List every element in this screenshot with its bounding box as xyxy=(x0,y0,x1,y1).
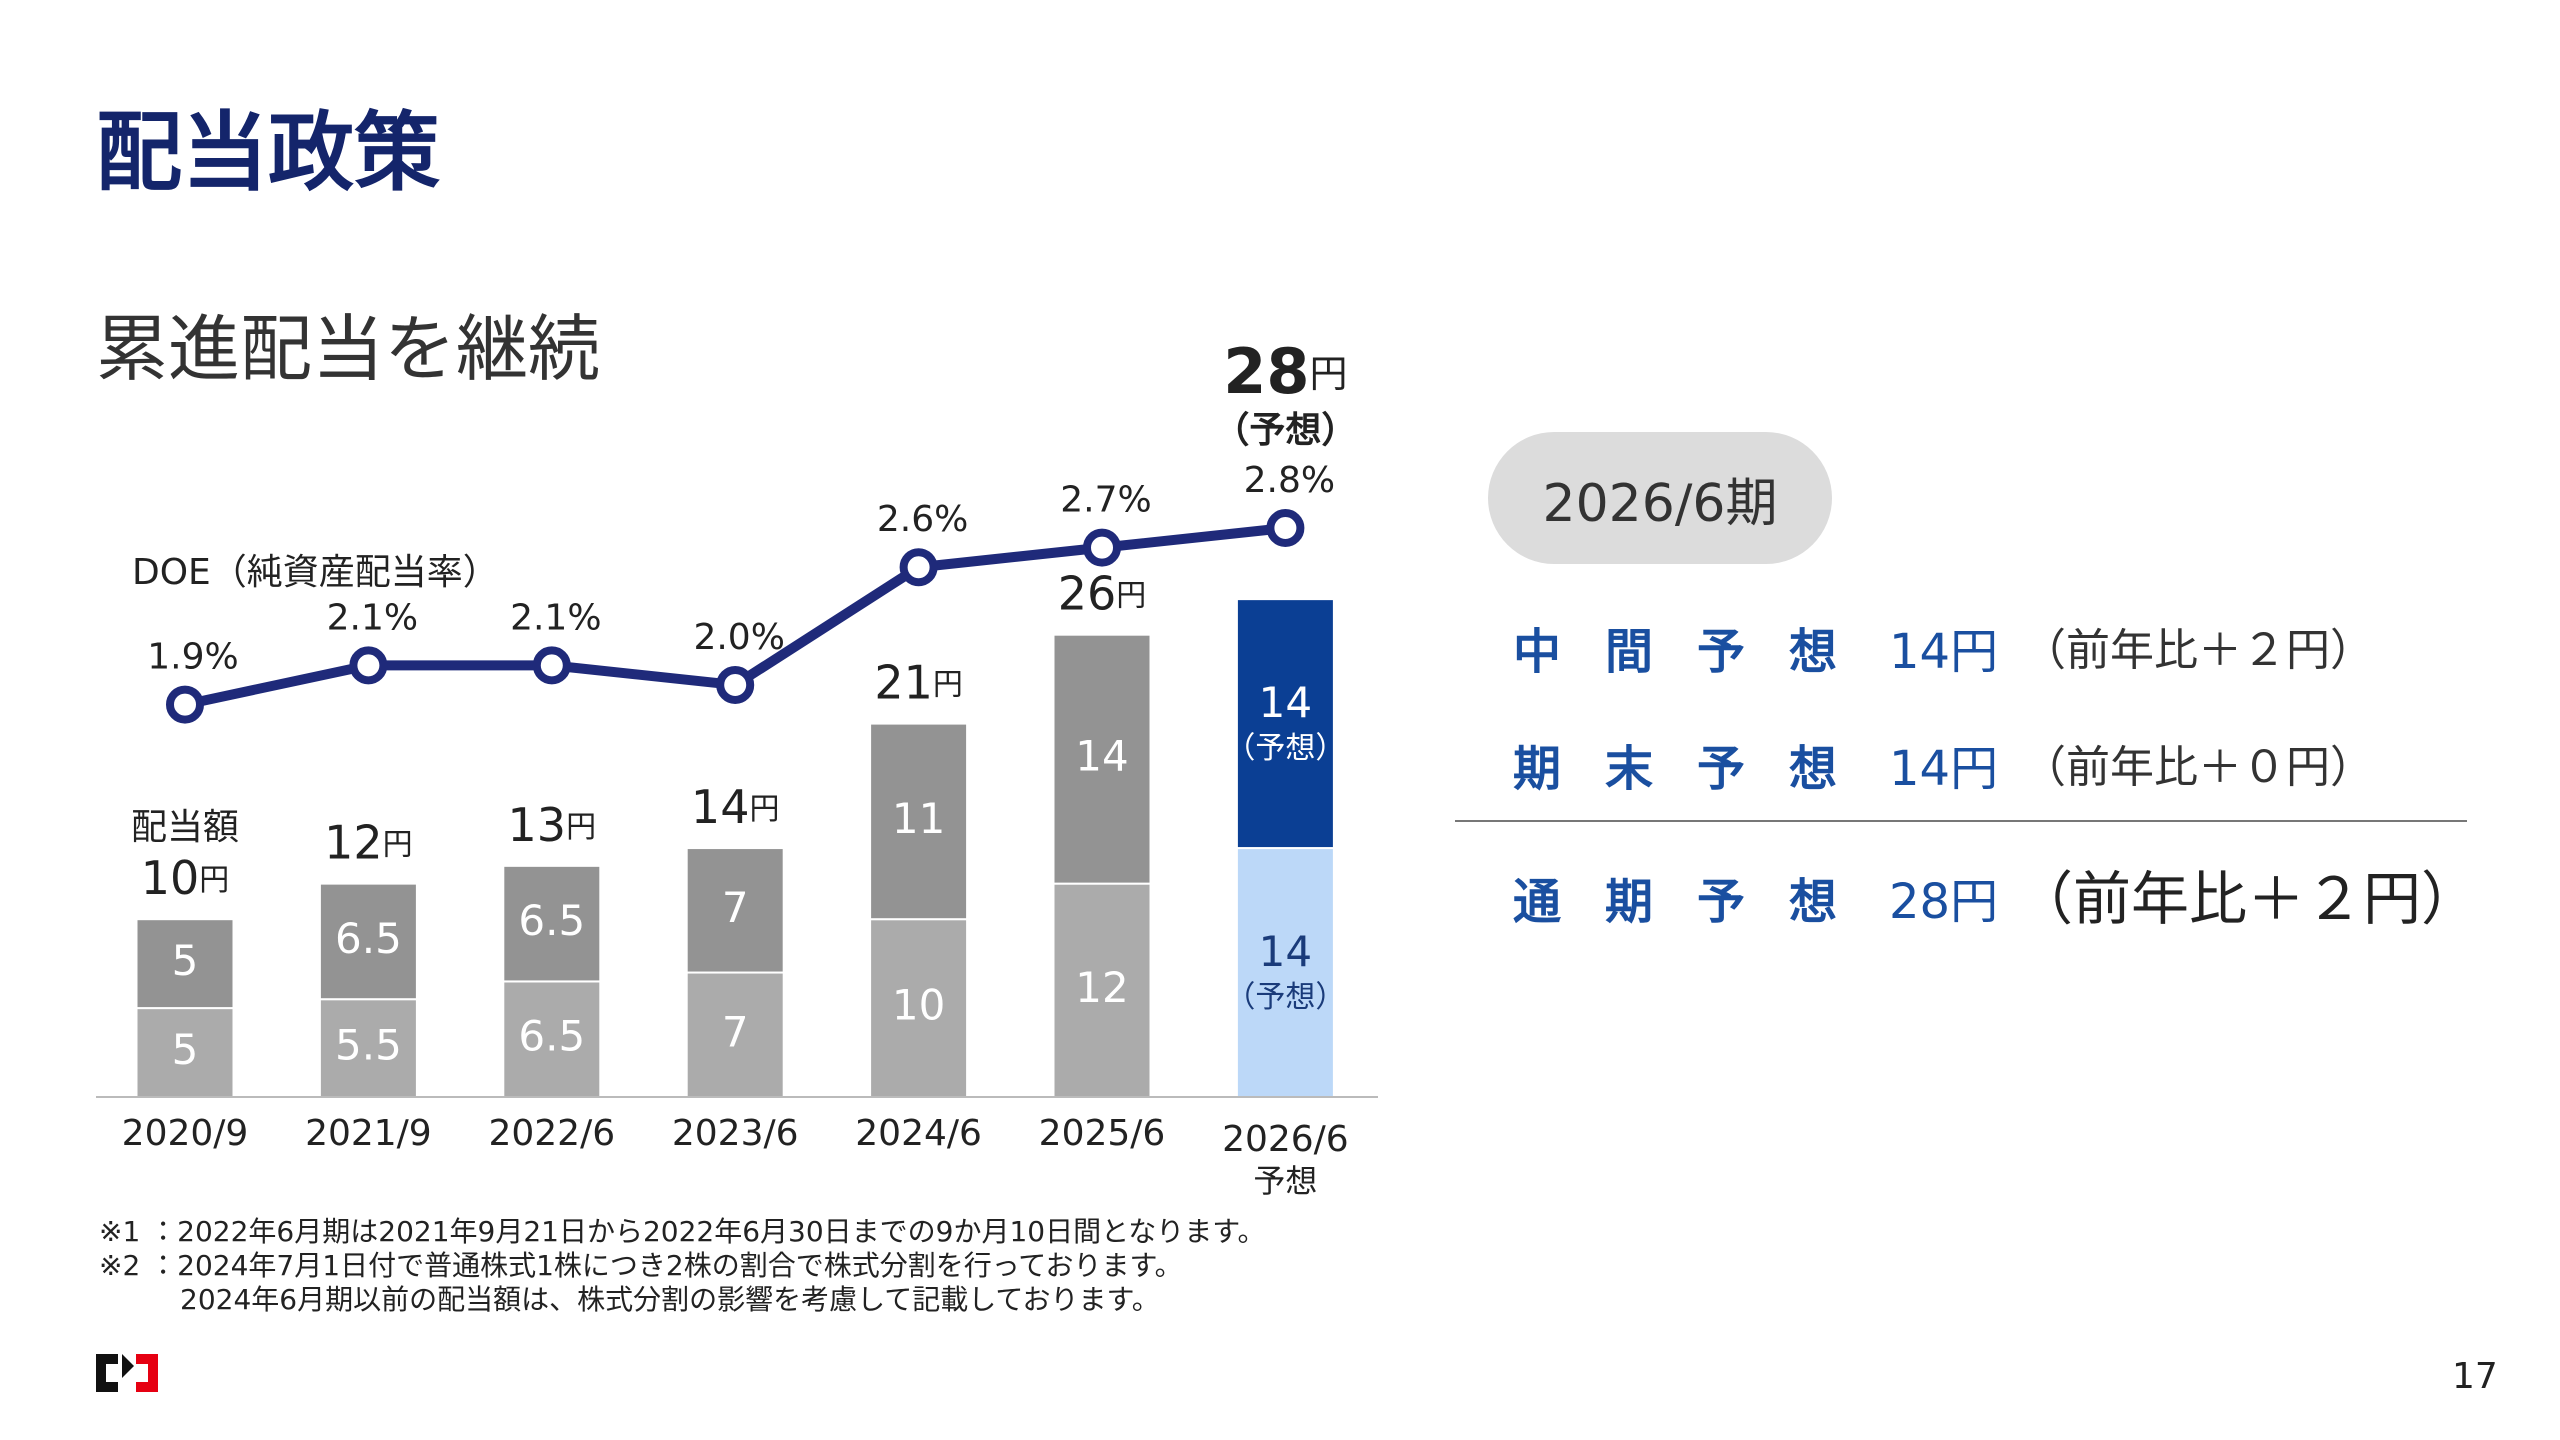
total-label: 10円 xyxy=(141,851,230,905)
x-tick-label: 2025/6 xyxy=(1039,1113,1166,1154)
total-label: 21円 xyxy=(874,655,963,709)
footnote: 2024年6月期以前の配当額は、株式分割の影響を考慮して記載しております。 xyxy=(180,1283,1160,1316)
footnote: ※2 ：2024年7月1日付で普通株式1株につき2株の割合で株式分割を行っており… xyxy=(99,1249,1183,1282)
doe-label: 2.0% xyxy=(693,617,784,658)
segment-note: （予想） xyxy=(1225,980,1345,1015)
segment-label: 11 xyxy=(892,794,945,843)
total-label: 26円 xyxy=(1058,566,1147,620)
total-value: 21 xyxy=(874,655,933,709)
total-label: 12円 xyxy=(324,815,413,869)
row-note: （前年比＋０円） xyxy=(2022,742,2374,793)
bar-segment xyxy=(502,980,602,1098)
segment-label: 5.5 xyxy=(335,1021,402,1070)
segment-label: 14 xyxy=(1075,732,1128,781)
row-label: 中間予想 xyxy=(1513,624,1882,680)
segment-label: 7 xyxy=(722,883,749,932)
doe-point xyxy=(349,646,388,685)
total-unit: 円 xyxy=(383,827,413,862)
x-tick-label: 2026/6 xyxy=(1222,1119,1349,1160)
x-tick-label: 2024/6 xyxy=(855,1113,982,1154)
chart: 5 5 5.5 6.5 6.5 6.5 7 7 10 11 12 14 14 （予想） 14 （予想） 2020… xyxy=(96,335,1378,1200)
bar-segment xyxy=(869,722,969,921)
total-value: 10 xyxy=(141,851,200,905)
total-label: 28円 xyxy=(1223,335,1347,408)
row-value: 28円 xyxy=(1889,874,1999,930)
total-value: 12 xyxy=(324,815,383,869)
doe-label: 2.1% xyxy=(510,597,601,638)
bar-segment xyxy=(318,882,418,1001)
row-note: （前年比＋２円） xyxy=(2015,865,2480,933)
bar-segment xyxy=(685,847,785,974)
bar-segment xyxy=(1052,633,1152,885)
divider xyxy=(1455,820,2467,822)
logo xyxy=(96,1354,158,1392)
bar-segment xyxy=(135,918,235,1010)
segment-label: 7 xyxy=(722,1007,749,1056)
x-tick-note: 予想 xyxy=(1253,1162,1317,1200)
total-unit: 円 xyxy=(566,809,596,844)
x-tick-label: 2022/6 xyxy=(488,1113,615,1154)
segment-label: 6.5 xyxy=(335,914,402,963)
footnote: ※1 ：2022年6月期は2021年9月21日から2022年6月30日までの9か… xyxy=(99,1215,1266,1248)
x-tick-label: 2020/9 xyxy=(122,1113,249,1154)
row-label: 期末予想 xyxy=(1513,741,1882,797)
x-tick-label: 2021/9 xyxy=(305,1113,432,1154)
total-note: （予想） xyxy=(1213,410,1357,451)
doe-label: 2.7% xyxy=(1060,480,1151,521)
row-value: 14円 xyxy=(1889,741,1999,797)
total-value: 26 xyxy=(1058,566,1117,620)
doe-label: 2.6% xyxy=(877,499,968,540)
segment-label: 5 xyxy=(172,1025,199,1074)
doe-point xyxy=(716,665,755,704)
total-unit: 円 xyxy=(1310,352,1348,396)
doe-point xyxy=(532,646,571,685)
total-unit: 円 xyxy=(1116,578,1146,613)
row-note: （前年比＋２円） xyxy=(2022,625,2374,676)
segment-note: （予想） xyxy=(1225,731,1345,766)
bar-label: 配当額 xyxy=(131,807,239,848)
bar-segment xyxy=(318,998,418,1098)
x-tick-label: 2023/6 xyxy=(672,1113,799,1154)
total-value: 28 xyxy=(1223,335,1309,408)
segment-label: 14 xyxy=(1259,678,1312,727)
total-label: 13円 xyxy=(508,797,597,851)
segment-label: 10 xyxy=(892,981,945,1030)
bar-segment xyxy=(1235,847,1335,1098)
bar-segment xyxy=(1235,598,1335,850)
total-unit: 円 xyxy=(199,863,229,898)
doe-label: 2.8% xyxy=(1244,460,1335,501)
doe-point xyxy=(899,548,938,587)
total-unit: 円 xyxy=(933,667,963,702)
bar-segment xyxy=(1052,882,1152,1098)
total-value: 13 xyxy=(508,797,567,851)
slide-title: 配当政策 xyxy=(96,103,440,203)
total-unit: 円 xyxy=(749,792,779,827)
period: 2026/6期 xyxy=(1542,473,1778,534)
slide-subtitle: 累進配当を継続 xyxy=(96,307,601,391)
total-value: 14 xyxy=(691,780,750,834)
segment-label: 14 xyxy=(1259,927,1312,976)
doe-label: 1.9% xyxy=(147,637,238,678)
segment-label: 12 xyxy=(1075,963,1128,1012)
segment-label: 6.5 xyxy=(518,1012,585,1061)
doe-point xyxy=(1266,509,1305,547)
total-label: 14円 xyxy=(691,780,780,834)
row-label: 通期予想 xyxy=(1513,874,1882,930)
row-value: 14円 xyxy=(1889,624,1999,680)
bar-segment xyxy=(685,971,785,1098)
period-pill: 2026/6期 xyxy=(1488,432,1832,564)
doe-point xyxy=(166,685,204,724)
bar-segment xyxy=(502,864,602,983)
segment-label: 5 xyxy=(172,936,199,985)
page-number: 17 xyxy=(2452,1356,2498,1397)
doe-point xyxy=(1083,528,1121,567)
doe-name: DOE（純資産配当率） xyxy=(132,552,499,593)
segment-label: 6.5 xyxy=(518,896,585,945)
doe-label: 2.1% xyxy=(327,597,418,638)
